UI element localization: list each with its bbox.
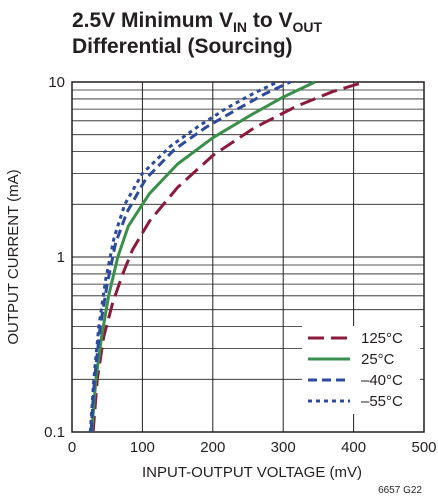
- legend-label: –55°C: [361, 393, 403, 410]
- series-line: [89, 80, 291, 433]
- legend-label: 125°C: [361, 330, 403, 347]
- x-tick-label: 0: [68, 439, 76, 456]
- x-tick-label: 200: [200, 439, 225, 456]
- x-tick-label: 300: [271, 439, 296, 456]
- y-axis-label: OUTPUT CURRENT (mA): [5, 169, 22, 344]
- chart-title: 2.5V Minimum VIN to VOUT Differential (S…: [72, 8, 322, 60]
- chart-title-line2: Differential (Sourcing): [72, 35, 293, 58]
- legend-label: –40°C: [361, 372, 403, 389]
- x-tick-label: 500: [411, 439, 436, 456]
- chart-title-line1: 2.5V Minimum VIN to VOUT: [72, 9, 323, 35]
- y-tick-label: 1: [57, 249, 65, 266]
- legend-background: [302, 326, 420, 414]
- x-tick-label: 100: [130, 439, 155, 456]
- legend-label: 25°C: [361, 351, 395, 368]
- series-line: [91, 80, 365, 433]
- x-axis-label: INPUT-OUTPUT VOLTAGE (mV): [142, 464, 362, 481]
- x-tick-label: 400: [341, 439, 366, 456]
- y-tick-label: 0.1: [44, 424, 65, 441]
- plot-frame: [71, 81, 425, 433]
- series-line: [90, 80, 316, 433]
- figure-note: 6657 G22: [378, 485, 422, 496]
- series-line: [88, 80, 279, 433]
- y-tick-label: 10: [48, 74, 65, 91]
